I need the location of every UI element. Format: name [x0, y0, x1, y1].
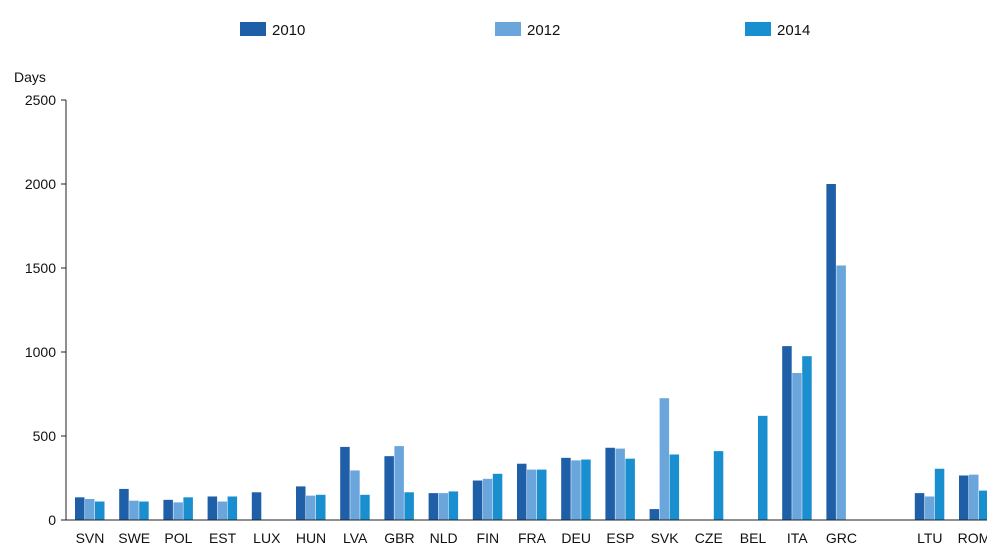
- bar-2012-EST: [217, 501, 228, 520]
- bar-2010-ESP: [605, 447, 615, 520]
- bar-2012-ROM: [969, 474, 979, 520]
- y-axis-label: Days: [14, 69, 46, 85]
- bar-2012-GBR: [394, 446, 404, 520]
- legend-label-2014: 2014: [777, 22, 810, 39]
- x-tick-label: HUN: [296, 530, 326, 546]
- x-tick-label: DEU: [561, 530, 591, 546]
- x-tick-label: SVK: [651, 530, 680, 546]
- bar-2010-EST: [207, 496, 218, 520]
- bar-2014-GBR: [404, 492, 414, 520]
- bar-2010-DEU: [561, 457, 571, 520]
- x-tick-label: FRA: [518, 530, 547, 546]
- bar-2012-SVK: [659, 398, 670, 520]
- bar-2014-FIN: [492, 473, 503, 520]
- bar-2010-SVK: [649, 509, 660, 520]
- bar-2014-LTU: [934, 468, 945, 520]
- y-axis: 0 500 1000 1500 2000 2500: [25, 92, 67, 528]
- bar-2010-LVA: [340, 446, 350, 520]
- x-tick-label: LUX: [253, 530, 281, 546]
- bar-2010-ITA: [782, 346, 792, 520]
- bar-2010-GRC: [826, 184, 836, 520]
- legend-swatch-2010: [240, 22, 266, 36]
- bar-2012-GRC: [836, 265, 846, 520]
- bar-2012-LTU: [924, 496, 935, 520]
- bar-2014-LVA: [360, 494, 370, 520]
- x-tick-label: GBR: [384, 530, 414, 546]
- x-tick-label: FIN: [477, 530, 500, 546]
- bar-2012-POL: [173, 502, 183, 520]
- bar-2014-ITA: [802, 356, 812, 520]
- bars: [75, 184, 987, 520]
- bar-2014-POL: [183, 497, 193, 520]
- bar-2010-LTU: [914, 493, 925, 520]
- bar-2014-HUN: [316, 494, 326, 520]
- bar-2010-ROM: [959, 475, 969, 520]
- bar-2010-SWE: [119, 488, 129, 520]
- bar-2012-NLD: [438, 493, 449, 520]
- bar-2014-SVK: [669, 454, 680, 520]
- bar-2014-EST: [227, 496, 238, 520]
- x-tick-label: BEL: [740, 530, 767, 546]
- bar-2012-FRA: [527, 469, 537, 520]
- bar-2012-ESP: [615, 448, 625, 520]
- bar-2014-FRA: [537, 469, 547, 520]
- x-tick-label: EST: [209, 530, 237, 546]
- bar-2012-DEU: [571, 460, 581, 520]
- x-tick-label: NLD: [430, 530, 458, 546]
- bar-2010-NLD: [428, 493, 439, 520]
- y-tick-label: 2000: [25, 176, 56, 192]
- bar-2014-NLD: [448, 491, 459, 520]
- legend-swatch-2012: [495, 22, 521, 36]
- x-tick-label: SVN: [76, 530, 105, 546]
- bar-2012-ITA: [792, 373, 802, 520]
- legend-label-2012: 2012: [527, 22, 560, 39]
- x-tick-label: CZE: [695, 530, 723, 546]
- bar-2014-ROM: [979, 490, 987, 520]
- bar-2012-LVA: [350, 470, 360, 520]
- x-tick-label: POL: [164, 530, 192, 546]
- bar-2012-SWE: [129, 500, 139, 520]
- x-tick-label: LVA: [343, 530, 368, 546]
- x-tick-label: GRC: [826, 530, 857, 546]
- bar-2014-ESP: [625, 458, 635, 520]
- x-tick-label: SWE: [118, 530, 150, 546]
- bar-2010-LUX: [251, 492, 262, 520]
- bar-2012-HUN: [306, 495, 316, 520]
- x-tick-label: ROM: [958, 530, 987, 546]
- bar-2012-SVN: [85, 499, 95, 520]
- bar-2010-HUN: [296, 486, 306, 520]
- bar-2012-FIN: [482, 478, 493, 520]
- y-tick-label: 1500: [25, 260, 56, 276]
- x-axis: SVN SWE POL EST LUX HUN LVA GBR NLD FIN FRA DEU ESP S…: [66, 519, 987, 546]
- bar-2010-SVN: [75, 497, 85, 520]
- bar-2014-DEU: [581, 459, 591, 520]
- bar-2010-POL: [163, 499, 173, 520]
- bar-2010-GBR: [384, 456, 394, 520]
- bar-2014-CZE: [713, 451, 724, 520]
- x-tick-label: ESP: [606, 530, 634, 546]
- y-tick-label: 0: [48, 512, 56, 528]
- bar-2014-BEL: [758, 415, 768, 520]
- bar-2014-SWE: [139, 501, 149, 520]
- x-tick-label: LTU: [917, 530, 942, 546]
- x-tick-label: ITA: [787, 530, 808, 546]
- legend: 2010 2012 2014: [240, 22, 810, 39]
- legend-label-2010: 2010: [272, 22, 305, 39]
- bar-2010-FIN: [472, 480, 483, 520]
- legend-swatch-2014: [745, 22, 771, 36]
- bar-2010-FRA: [517, 463, 527, 520]
- y-tick-label: 1000: [25, 344, 56, 360]
- bar-2014-SVN: [95, 501, 105, 520]
- y-tick-label: 2500: [25, 92, 56, 108]
- y-tick-label: 500: [33, 428, 57, 444]
